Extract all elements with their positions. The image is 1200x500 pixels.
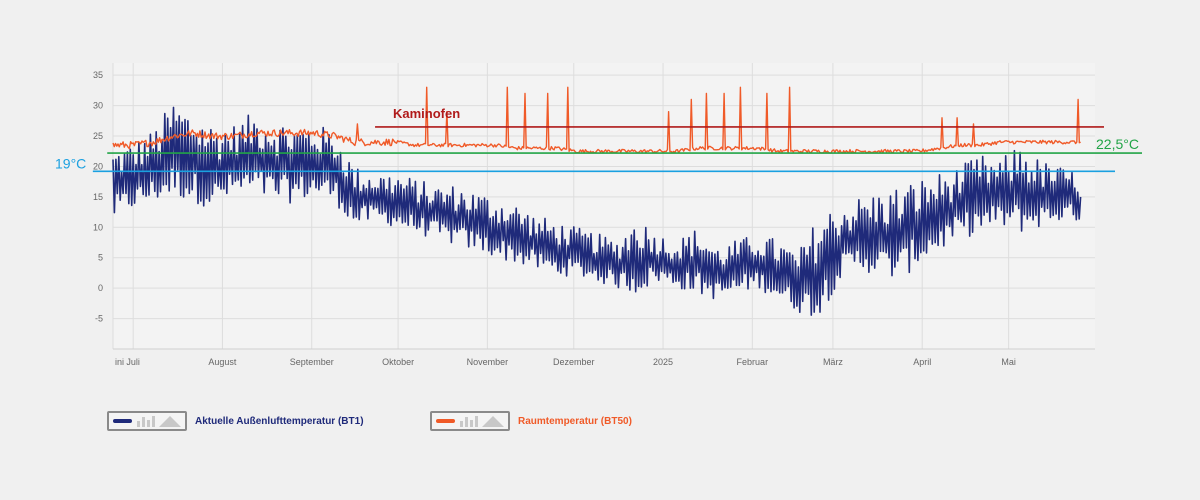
series-lines xyxy=(112,86,1082,316)
x-tick-label: Mai xyxy=(1001,357,1016,367)
y-tick-label: 20 xyxy=(93,161,103,171)
x-tick-label: ini xyxy=(115,357,124,367)
x-tick-label: August xyxy=(208,357,237,367)
legend-label-outdoor: Aktuelle Außenlufttemperatur (BT1) xyxy=(195,415,364,427)
series-line-outdoor xyxy=(112,106,1082,316)
x-axis-ticks: ini Juli August September Oktober November Dez… xyxy=(115,357,1016,367)
legend-item-outdoor[interactable]: Aktuelle Außenlufttemperatur (BT1) xyxy=(107,410,364,432)
legend-swatch-outdoor xyxy=(107,411,187,431)
x-tick-label: Oktober xyxy=(382,357,414,367)
bar-chart-icon xyxy=(137,415,155,427)
y-tick-label: 30 xyxy=(93,101,103,111)
x-tick-label: September xyxy=(290,357,334,367)
y-tick-label: 35 xyxy=(93,70,103,80)
bar-chart-icon xyxy=(460,415,478,427)
reference-lines: Kaminofen 22,5°C 19°C xyxy=(55,106,1142,173)
x-tick-label: März xyxy=(823,357,843,367)
kaminofen-label: Kaminofen xyxy=(393,106,460,121)
y-tick-label: 10 xyxy=(93,222,103,232)
blue-line-label: 19°C xyxy=(55,155,86,171)
green-line-label: 22,5°C xyxy=(1096,136,1139,152)
x-tick-label: 2025 xyxy=(653,357,673,367)
x-tick-label: Februar xyxy=(737,357,769,367)
x-tick-label: Dezember xyxy=(553,357,595,367)
y-tick-label: 0 xyxy=(98,283,103,293)
legend-swatch-room xyxy=(430,411,510,431)
y-tick-label: -5 xyxy=(95,314,103,324)
series-line-room xyxy=(112,86,1081,154)
legend-line-outdoor xyxy=(113,419,132,423)
x-tick-label: Juli xyxy=(126,357,140,367)
y-axis-ticks: -5 0 5 10 15 20 25 30 35 xyxy=(93,70,103,323)
area-chart-icon xyxy=(159,415,181,427)
x-tick-label: April xyxy=(913,357,931,367)
legend-line-room xyxy=(436,419,455,423)
area-chart-icon xyxy=(482,415,504,427)
y-tick-label: 15 xyxy=(93,192,103,202)
y-tick-label: 25 xyxy=(93,131,103,141)
x-tick-label: November xyxy=(467,357,509,367)
legend-item-room[interactable]: Raumtemperatur (BT50) xyxy=(430,410,632,432)
legend-label-room: Raumtemperatur (BT50) xyxy=(518,415,632,427)
y-tick-label: 5 xyxy=(98,253,103,263)
